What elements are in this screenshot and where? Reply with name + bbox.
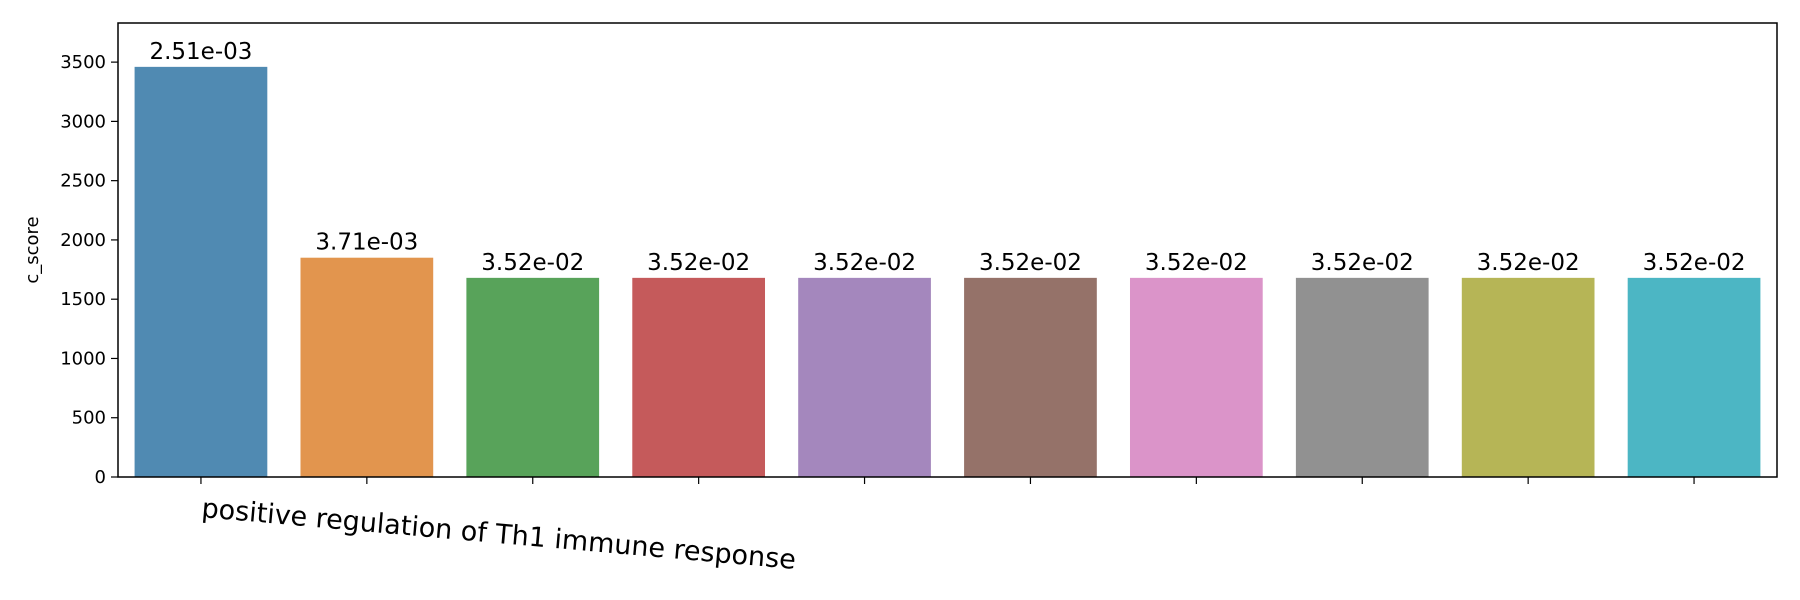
bar-value-label-1: 3.71e-03 <box>315 230 418 256</box>
x-tick-label-0: positive regulation of Th1 immune respon… <box>200 493 797 576</box>
bar-value-label-6: 3.52e-02 <box>1145 250 1248 276</box>
bar-1 <box>300 257 434 477</box>
y-tick-label-0: 0 <box>95 467 106 488</box>
x-axis: positive regulation of Th1 immune respon… <box>200 477 1695 576</box>
bars-group <box>134 66 1761 477</box>
bar-value-label-2: 3.52e-02 <box>481 250 584 276</box>
bar-value-label-4: 3.52e-02 <box>813 250 916 276</box>
y-tick-label-6: 3000 <box>60 111 106 132</box>
y-axis: 0 500 1000 1500 2000 2500 3000 3500 <box>60 52 118 488</box>
bar-0 <box>134 66 268 477</box>
bar-value-label-7: 3.52e-02 <box>1311 250 1414 276</box>
y-axis-label: c_score <box>22 216 43 283</box>
bar-3 <box>632 277 766 477</box>
bar-value-label-9: 3.52e-02 <box>1643 250 1746 276</box>
bar-value-label-5: 3.52e-02 <box>979 250 1082 276</box>
bar-labels-group: 2.51e-03 3.71e-03 3.52e-02 3.52e-02 3.52e-02… <box>149 39 1745 276</box>
bar-4 <box>798 277 931 477</box>
y-tick-label-1: 500 <box>72 408 106 429</box>
bar-value-label-0: 2.51e-03 <box>149 39 252 65</box>
y-tick-label-3: 1500 <box>60 289 106 310</box>
y-tick-label-7: 3500 <box>60 52 106 73</box>
bar-8 <box>1461 277 1595 477</box>
bar-2 <box>466 277 600 477</box>
bar-5 <box>964 277 1097 477</box>
bar-value-label-3: 3.52e-02 <box>647 250 750 276</box>
bar-6 <box>1129 277 1263 477</box>
bar-value-label-8: 3.52e-02 <box>1477 250 1580 276</box>
y-tick-label-4: 2000 <box>60 230 106 251</box>
bar-9 <box>1627 277 1761 477</box>
bar-7 <box>1295 277 1429 477</box>
y-tick-label-5: 2500 <box>60 171 106 192</box>
y-tick-label-2: 1000 <box>60 348 106 369</box>
plot-frame <box>117 22 1778 478</box>
